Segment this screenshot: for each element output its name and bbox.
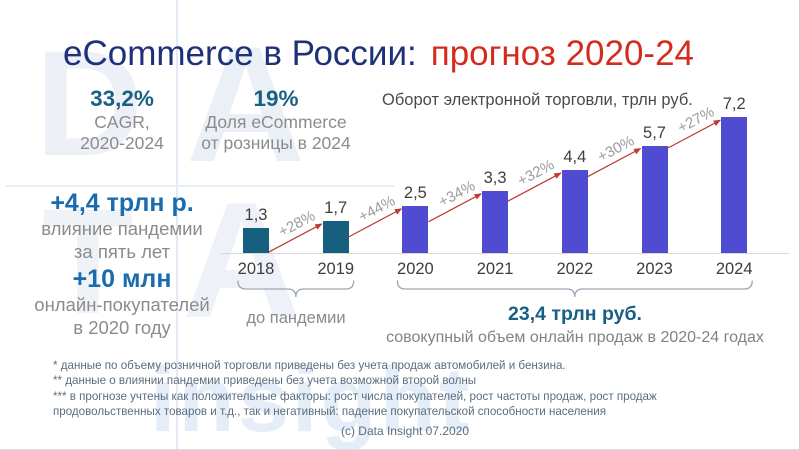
stat-share-label-1: Доля eCommerce bbox=[205, 112, 347, 132]
bar-value-label: 7,2 bbox=[722, 95, 746, 114]
stat-share-label-2: от розницы в 2024 bbox=[201, 133, 351, 154]
bar-2022 bbox=[561, 170, 588, 253]
stat-share-value: 19% bbox=[253, 86, 299, 111]
title-main: eCommerce в России: bbox=[63, 34, 417, 73]
year-label: 2019 bbox=[317, 260, 355, 278]
footnote-1: * данные по объему розничной торговли пр… bbox=[53, 359, 566, 372]
stat-pandemic-impact: +4,4 трлн р. влияние пандемии за пять ле… bbox=[41, 189, 203, 263]
braces bbox=[237, 280, 753, 298]
footnote-2: ** данные о влиянии пандемии приведены б… bbox=[53, 374, 477, 388]
stat-cagr: 33,2% CAGR, 2020-2024 bbox=[80, 86, 164, 155]
growth-percent-label: +32% bbox=[515, 156, 558, 190]
chart-title: Оборот электронной торговли, трлн руб. bbox=[382, 91, 693, 109]
footnote-3: *** в прогнозе учтены как положительные … bbox=[53, 389, 657, 419]
copyright: (c) Data Insight 07.2020 bbox=[340, 424, 470, 438]
x-axis-line bbox=[221, 253, 789, 254]
bar-2021 bbox=[482, 190, 509, 253]
total-online-sales-value: 23,4 трлн руб. bbox=[508, 303, 642, 325]
year-label: 2024 bbox=[715, 260, 753, 278]
bar-value-label: 4,4 bbox=[563, 148, 587, 167]
growth-percent-label: +44% bbox=[355, 192, 399, 226]
bar-value-label: 3,3 bbox=[483, 168, 507, 187]
total-online-sales-caption: совокупный объем онлайн продаж в 2020-24… bbox=[386, 329, 764, 346]
growth-percent-label: +34% bbox=[435, 177, 478, 211]
watermark-horizontal-line bbox=[6, 185, 394, 187]
pre-pandemic-label: до пандемии bbox=[246, 309, 346, 327]
bar-2020 bbox=[402, 205, 429, 253]
bar-2023 bbox=[641, 145, 668, 253]
stat-cagr-label-2: 2020-2024 bbox=[80, 133, 164, 154]
brace bbox=[396, 280, 753, 298]
stat-buyers-value: +10 млн bbox=[72, 265, 172, 293]
stat-buyers-label-1: онлайн-покупателей bbox=[34, 294, 210, 315]
year-label: 2021 bbox=[476, 260, 514, 278]
growth-percent-label: +30% bbox=[595, 131, 638, 166]
bar-2024 bbox=[721, 117, 748, 253]
stat-online-buyers: +10 млн онлайн-покупателей в 2020 году bbox=[34, 265, 209, 339]
year-label: 2018 bbox=[237, 260, 275, 278]
year-label: 2023 bbox=[636, 260, 673, 278]
year-label: 2020 bbox=[397, 260, 434, 278]
year-label: 2022 bbox=[556, 260, 594, 278]
stat-cagr-value: 33,2% bbox=[90, 86, 154, 111]
brace bbox=[237, 280, 355, 298]
bar-value-label: 2,5 bbox=[403, 183, 427, 202]
bar-value-label: 1,3 bbox=[244, 206, 268, 225]
stat-pandemic-label-2: за пять лет bbox=[73, 240, 171, 262]
stat-cagr-label-1: CAGR, bbox=[94, 112, 150, 132]
stat-ecommerce-share: 19% Доля eCommerce от розницы в 2024 bbox=[201, 86, 351, 155]
bar-2018 bbox=[243, 228, 269, 253]
bar-value-label: 1,7 bbox=[324, 198, 348, 217]
bar-2019 bbox=[322, 220, 349, 253]
stat-pandemic-value: +4,4 трлн р. bbox=[50, 189, 194, 217]
bar-value-label: 5,7 bbox=[643, 123, 666, 142]
stat-pandemic-label-1: влияние пандемии bbox=[41, 218, 203, 239]
title-forecast: прогноз 2020-24 bbox=[430, 34, 695, 73]
growth-percent-label: +28% bbox=[276, 207, 319, 241]
stat-buyers-label-2: в 2020 году bbox=[73, 316, 171, 338]
footnotes: * данные по объему розничной торговли пр… bbox=[53, 358, 759, 420]
page-title: eCommerce в России: прогноз 2020-24 bbox=[63, 34, 694, 74]
